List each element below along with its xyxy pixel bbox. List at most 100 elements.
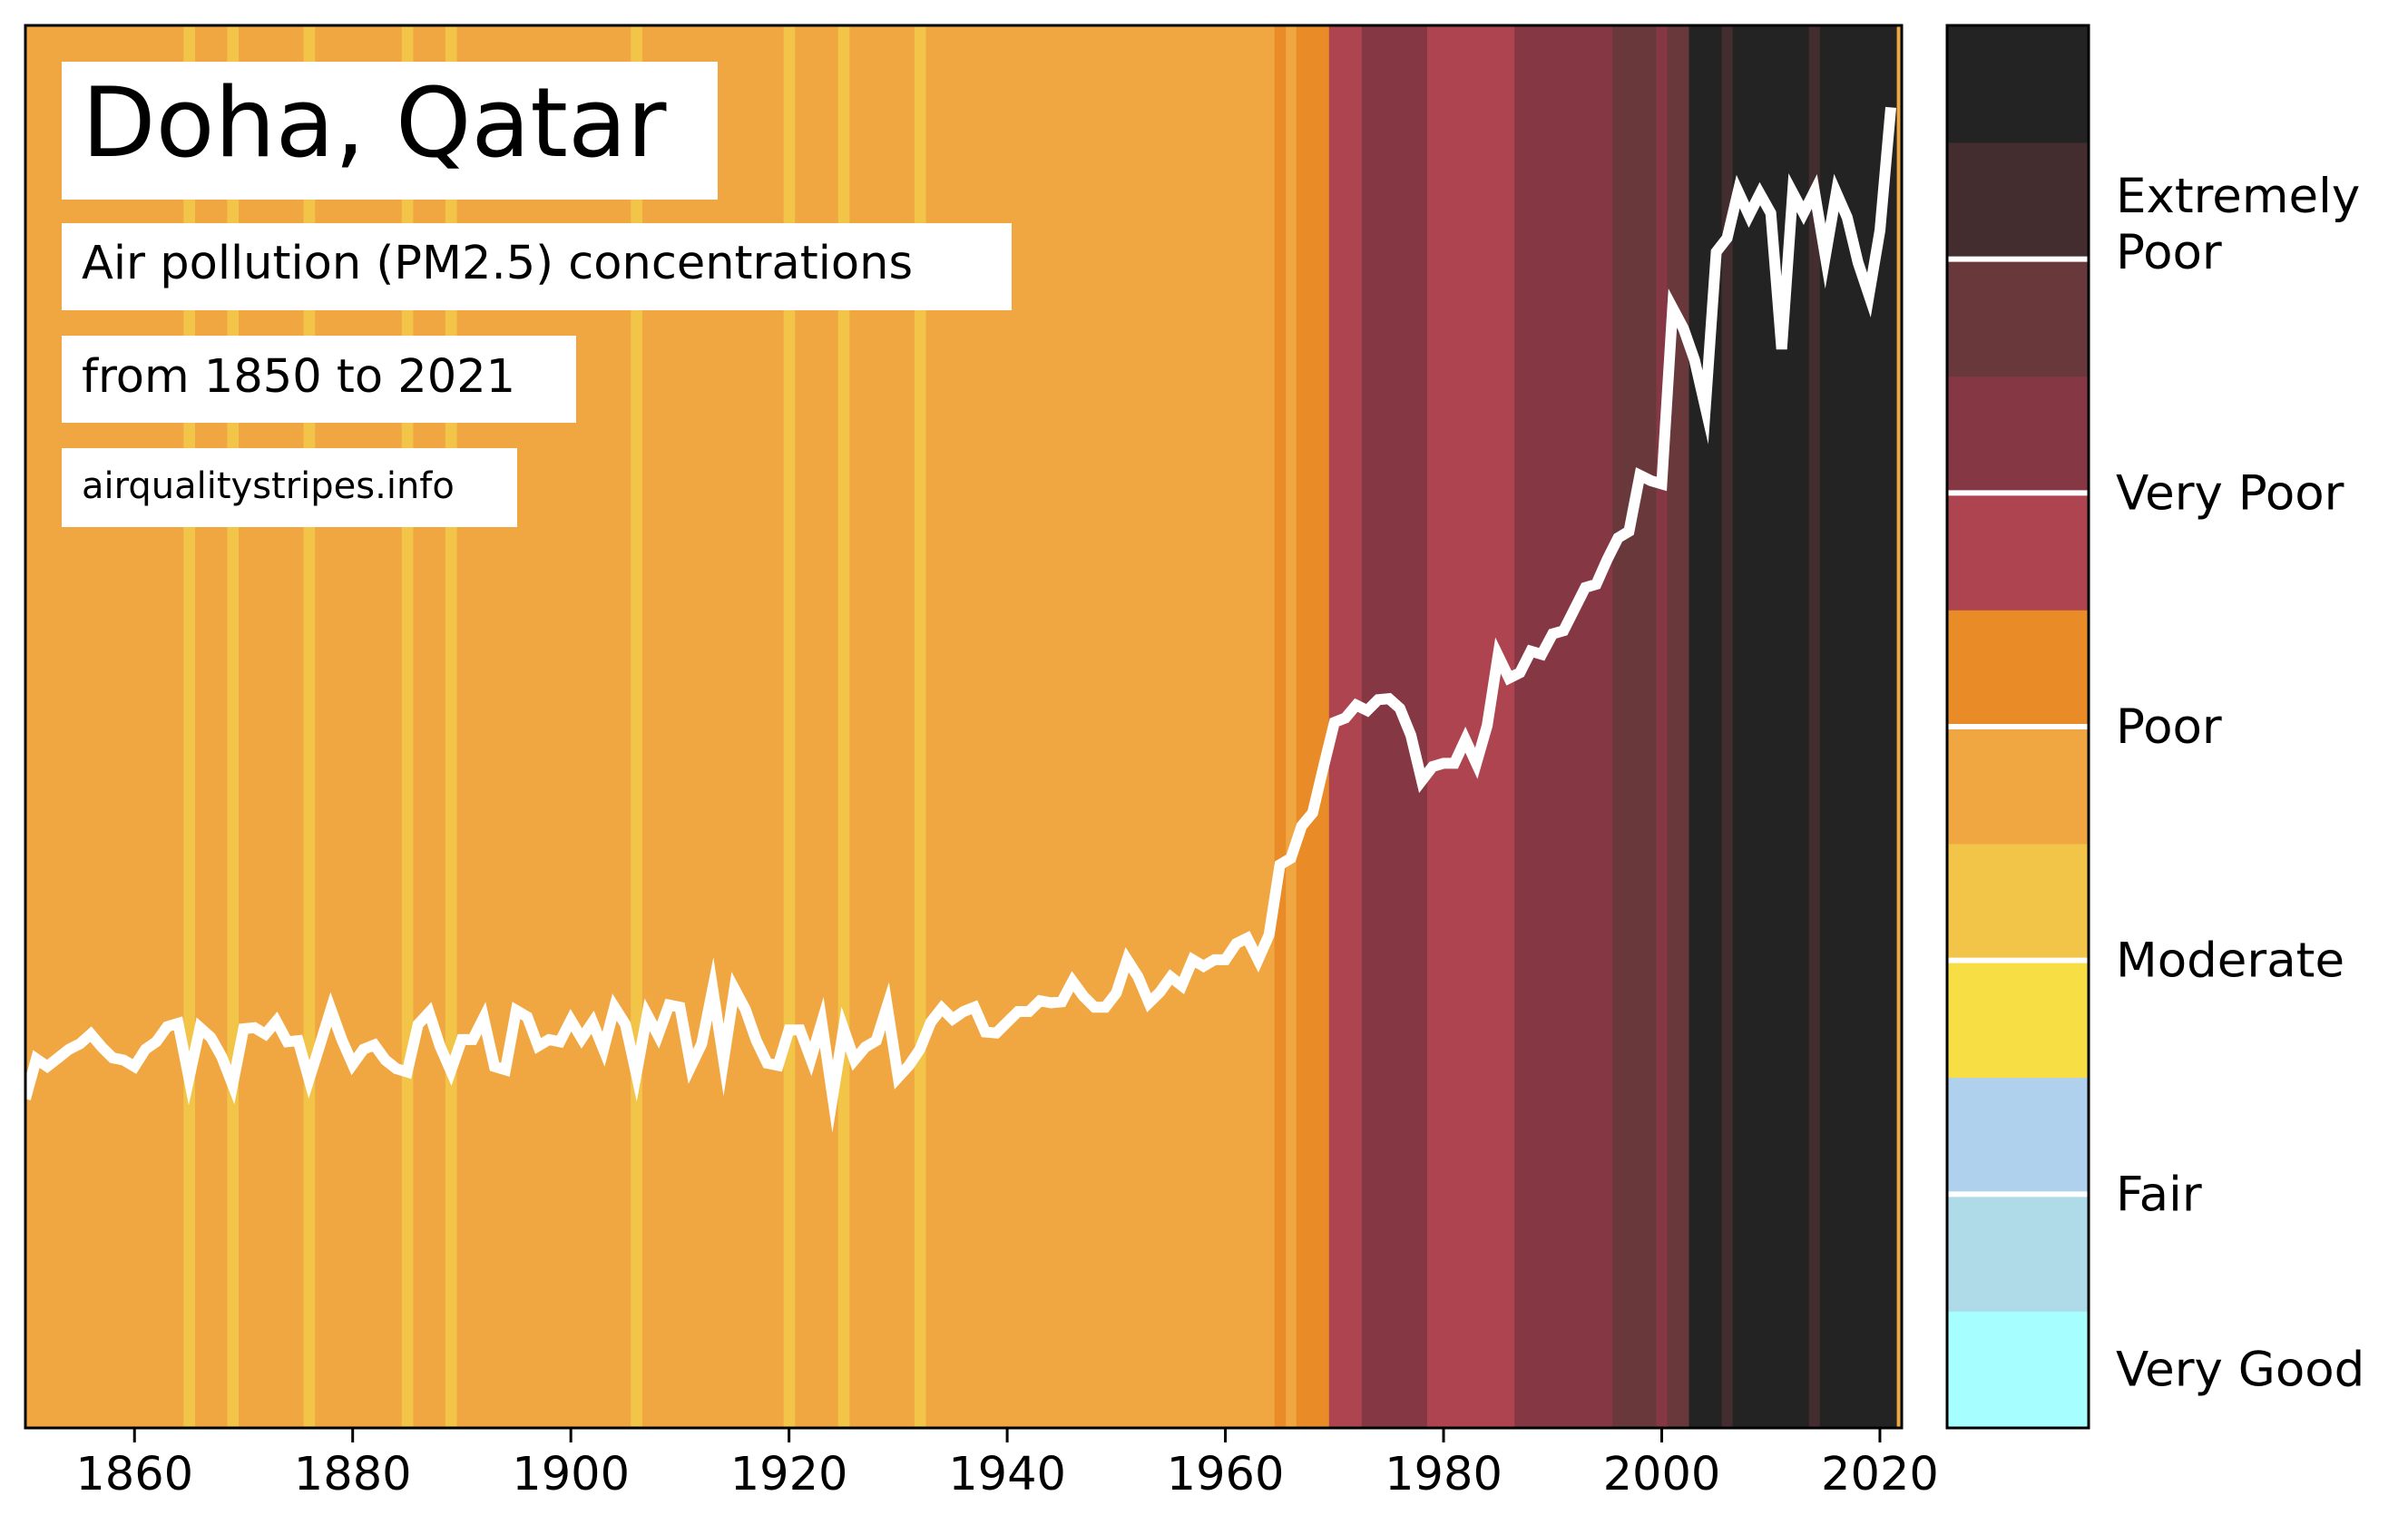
- chart-subtitle-line1: Air pollution (PM2.5) concentrations: [82, 237, 913, 290]
- title-group: Doha, Qatar Air pollution (PM2.5) concen…: [62, 62, 1012, 527]
- x-tick-label-2020: 2020: [1821, 1448, 1939, 1501]
- stripe-1987: [1514, 25, 1526, 1428]
- stripe-1997: [1623, 25, 1636, 1428]
- stripe-1971: [1339, 25, 1352, 1428]
- stripe-1999: [1645, 25, 1658, 1428]
- chart-title: Doha, Qatar: [82, 67, 667, 179]
- x-tick-label-1920: 1920: [730, 1448, 848, 1501]
- stripe-2001: [1667, 25, 1679, 1428]
- stripe-2010: [1765, 25, 1777, 1428]
- colorbar-label-4: Very Poor: [2116, 465, 2344, 521]
- x-tick-label-1860: 1860: [75, 1448, 193, 1501]
- colorbar-frame: [1945, 24, 2090, 1430]
- colorbar-segment-5: [1947, 727, 2089, 845]
- colorbar-segment-7: [1947, 493, 2089, 611]
- stripe-1979: [1426, 25, 1439, 1428]
- stripe-1920: [783, 25, 796, 1428]
- stripe-2012: [1786, 25, 1799, 1428]
- stripe-1996: [1612, 25, 1625, 1428]
- colorbar-label-line: Extremely: [2116, 169, 2360, 224]
- stripe-2005: [1710, 25, 1723, 1428]
- colorbar-label-3: Poor: [2116, 699, 2222, 755]
- stripe-1932: [914, 25, 926, 1428]
- stripe-1982: [1460, 25, 1472, 1428]
- stripe-2018: [1852, 25, 1865, 1428]
- stripe-1980: [1438, 25, 1450, 1428]
- colorbar-label-line: Moderate: [2116, 934, 2344, 989]
- stripe-2013: [1797, 25, 1810, 1428]
- stripe-1998: [1634, 25, 1647, 1428]
- stripe-2014: [1808, 25, 1821, 1428]
- colorbar-label-line: Fair: [2116, 1167, 2202, 1222]
- stripe-1967: [1296, 25, 1308, 1428]
- colorbar-segment-11: [1947, 25, 2089, 143]
- stripe-1975: [1383, 25, 1395, 1428]
- line-layer: [20, 106, 1896, 1133]
- x-tick-label-1980: 1980: [1385, 1448, 1503, 1501]
- title-box: [62, 62, 718, 200]
- x-tick-label-1880: 1880: [294, 1448, 412, 1501]
- stripe-1994: [1591, 25, 1602, 1428]
- stripe-2016: [1830, 25, 1843, 1428]
- colorbar-segment-9: [1947, 259, 2089, 377]
- stripe-2002: [1678, 25, 1690, 1428]
- stripe-1989: [1536, 25, 1548, 1428]
- stripe-1973: [1361, 25, 1374, 1428]
- colorbar-labels: Very Good Fair Moderate Poor Very Poor Extrem…: [2116, 169, 2364, 1398]
- x-tick-label-1900: 1900: [512, 1448, 630, 1501]
- stripe-1993: [1580, 25, 1591, 1428]
- stripe-2015: [1819, 25, 1832, 1428]
- stripe-1969: [1317, 25, 1330, 1428]
- colorbar-segment-8: [1947, 376, 2089, 494]
- stripe-1991: [1558, 25, 1570, 1428]
- colorbar-label-line: Poor: [2116, 225, 2222, 280]
- colorbar-label-0: Very Good: [2116, 1343, 2364, 1398]
- source-box: [62, 448, 517, 527]
- stripe-1992: [1569, 25, 1581, 1428]
- x-tick-label-1960: 1960: [1167, 1448, 1285, 1501]
- colorbar-label-5: Extremely Poor: [2116, 169, 2360, 280]
- subtitle-line2-box: [62, 336, 576, 423]
- stripe-2011: [1776, 25, 1788, 1428]
- stripe-2000: [1656, 25, 1669, 1428]
- stripe-2021: [1884, 25, 1897, 1428]
- stripe-2017: [1841, 25, 1854, 1428]
- stripe-2019: [1863, 25, 1875, 1428]
- colorbar-label-1: Fair: [2116, 1167, 2202, 1222]
- stripe-1968: [1307, 25, 1319, 1428]
- chart-subtitle-line2: from 1850 to 2021: [82, 350, 515, 404]
- stripe-1988: [1525, 25, 1537, 1428]
- stripe-2020: [1874, 25, 1886, 1428]
- stripe-1981: [1449, 25, 1461, 1428]
- colorbar-segment-4: [1947, 843, 2089, 962]
- stripe-2009: [1754, 25, 1767, 1428]
- stripe-1983: [1471, 25, 1483, 1428]
- x-tick-label-2000: 2000: [1603, 1448, 1721, 1501]
- plot-frame: [24, 24, 1904, 1430]
- stripe-2003: [1689, 25, 1701, 1428]
- colorbar-segment-1: [1947, 1194, 2089, 1312]
- colorbar-segment-2: [1947, 1077, 2089, 1195]
- stripe-1978: [1415, 25, 1428, 1428]
- stripe-2007: [1732, 25, 1745, 1428]
- stripe-1965: [1274, 25, 1287, 1428]
- stripe-1986: [1503, 25, 1515, 1428]
- stripe-1972: [1350, 25, 1363, 1428]
- stripe-2008: [1743, 25, 1756, 1428]
- x-tick-label-1940: 1940: [948, 1448, 1066, 1501]
- stripe-1995: [1601, 25, 1613, 1428]
- chart-source: airqualitystripes.info: [82, 465, 455, 507]
- stripe-2004: [1699, 25, 1712, 1428]
- colorbar-segment-6: [1947, 610, 2089, 728]
- stripe-2006: [1721, 25, 1734, 1428]
- colorbar-segment-10: [1947, 142, 2089, 260]
- stripe-1976: [1394, 25, 1406, 1428]
- colorbar-label-2: Moderate: [2116, 934, 2344, 989]
- colorbar-label-line: Poor: [2116, 699, 2222, 755]
- stripe-1985: [1493, 25, 1504, 1428]
- colorbar-label-line: Very Poor: [2116, 465, 2344, 521]
- x-axis: 1860 1880 1900 1920 1940 1960 1980 2000 2020: [75, 1428, 1939, 1501]
- subtitle-line1-box: [62, 223, 1012, 310]
